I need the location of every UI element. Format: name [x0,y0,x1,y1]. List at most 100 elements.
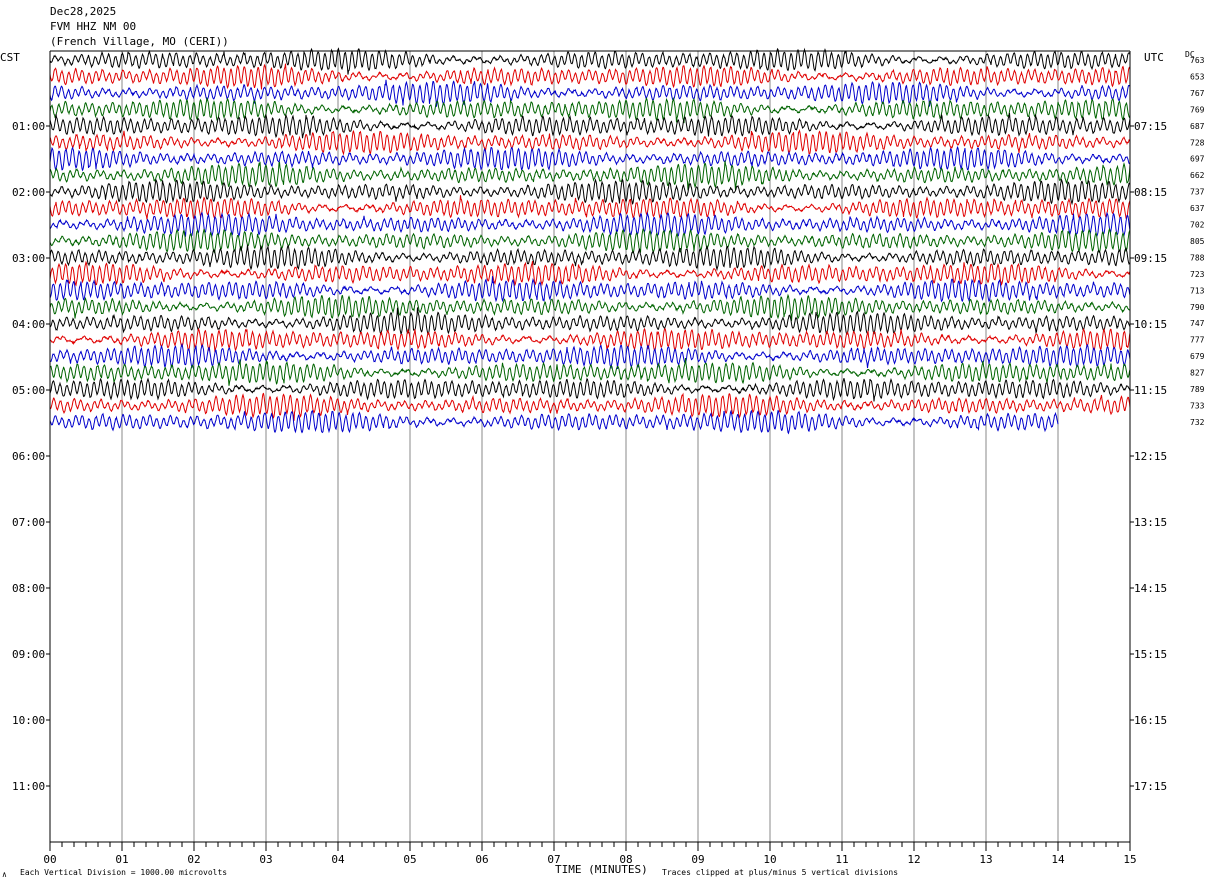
left-hour-label: 08:00 [12,582,45,595]
dc-offset-label: 662 [1190,171,1205,180]
trace-line [49,358,1131,386]
dc-offset-label: 737 [1190,188,1205,197]
left-hour-label: 01:00 [12,120,45,133]
left-hour-label: 09:00 [12,648,45,661]
trace-line [49,392,1131,421]
trace-line [49,293,1131,322]
seismic-traces [49,47,1131,435]
x-tick-label: 03 [259,853,272,866]
dc-offset-label: 697 [1190,155,1205,164]
trace-line [49,244,1131,272]
dc-offset-label: 687 [1190,122,1205,131]
dc-header-label: DC [1185,50,1195,59]
x-tick-label: 08 [619,853,632,866]
trace-line [49,63,1131,90]
left-hour-label: 06:00 [12,450,45,463]
trace-line [49,96,1131,124]
right-hour-label: 12:15 [1134,450,1167,463]
x-tick-label: 07 [547,853,560,866]
left-hour-label: 11:00 [12,780,45,793]
dc-offset-label: 732 [1190,418,1205,427]
trace-line [49,409,1059,435]
x-tick-label: 01 [115,853,128,866]
right-hour-label: 09:15 [1134,252,1167,265]
trace-line [49,307,1131,336]
right-hour-label: 11:15 [1134,384,1167,397]
trace-line [49,128,1131,156]
x-tick-label: 00 [43,853,56,866]
right-hour-label: 10:15 [1134,318,1167,331]
dc-offset-label: 702 [1190,221,1205,230]
x-tick-label: 11 [835,853,848,866]
dc-offset-label: 763 [1190,56,1205,65]
x-tick-label: 15 [1123,853,1136,866]
right-hour-label: 13:15 [1134,516,1167,529]
x-tick-label: 04 [331,853,345,866]
dc-offset-label: 769 [1190,105,1205,114]
dc-offset-label: 679 [1190,352,1205,361]
dc-offset-label: 733 [1190,401,1205,410]
x-tick-label: 13 [979,853,992,866]
trace-line [50,342,1131,370]
left-hour-label: 04:00 [12,318,45,331]
left-hour-label: 07:00 [12,516,45,529]
dc-offset-label: 789 [1190,385,1205,394]
left-hour-label: 10:00 [12,714,45,727]
trace-line [49,211,1131,237]
minute-gridlines [121,51,1059,842]
right-hour-label: 14:15 [1134,582,1167,595]
x-tick-label: 06 [475,853,488,866]
trace-line [49,260,1131,287]
amplitude-note: Each Vertical Division = 1000.00 microvo… [20,868,227,877]
trace-line [49,160,1131,191]
dc-offset-label: 637 [1190,204,1205,213]
clip-note: Traces clipped at plus/minus 5 vertical … [662,868,898,877]
x-tick-label: 02 [187,853,200,866]
x-tick-label: 05 [403,853,416,866]
chart-labels: Dec28,2025 FVM HHZ NM 00 (French Village… [0,5,1195,879]
right-hour-label: 16:15 [1134,714,1167,727]
dc-offset-label: 788 [1190,253,1205,262]
station-title: (French Village, MO (CERI)) [50,35,229,48]
trace-line [49,112,1131,139]
dc-offset-label: 805 [1190,237,1205,246]
trace-line [49,227,1131,255]
right-hour-label: 08:15 [1134,186,1167,199]
left-hour-label: 05:00 [12,384,45,397]
dc-offset-label: 723 [1190,270,1205,279]
trace-line [49,327,1131,353]
x-axis-title: TIME (MINUTES) [555,863,648,876]
dc-offset-label: 728 [1190,138,1205,147]
left-hour-label: 03:00 [12,252,45,265]
dc-offset-label: 777 [1190,336,1205,345]
left-timezone-label: CST [0,51,20,64]
date-title: Dec28,2025 [50,5,116,18]
dc-offset-label: 653 [1190,72,1205,81]
right-timezone-label: UTC [1144,51,1164,64]
right-hour-label: 15:15 [1134,648,1167,661]
x-tick-label: 12 [907,853,920,866]
trace-line [49,377,1131,402]
right-hour-label: 17:15 [1134,780,1167,793]
trace-line [49,145,1131,172]
trace-line [49,178,1131,206]
x-tick-label: 10 [763,853,776,866]
dc-offset-label: 747 [1190,319,1205,328]
trace-line [49,47,1131,75]
axis-tick-labels: 00 01 02 03 04 05 06 07 08 09 10 11 12 13 14 15 01:00 02:… [12,56,1205,866]
footer-left-mark: ∧ [2,870,7,879]
x-tick-label: 14 [1051,853,1065,866]
dc-offset-label: 713 [1190,286,1205,295]
dc-offset-label: 767 [1190,89,1205,98]
trace-line [49,195,1131,220]
dc-offset-label: 790 [1190,303,1205,312]
plot-frame [46,50,1134,851]
left-hour-label: 02:00 [12,186,45,199]
channel-title: FVM HHZ NM 00 [50,20,136,33]
trace-line [49,276,1131,303]
trace-line [49,79,1131,107]
x-tick-label: 09 [691,853,704,866]
dc-offset-label: 827 [1190,369,1205,378]
